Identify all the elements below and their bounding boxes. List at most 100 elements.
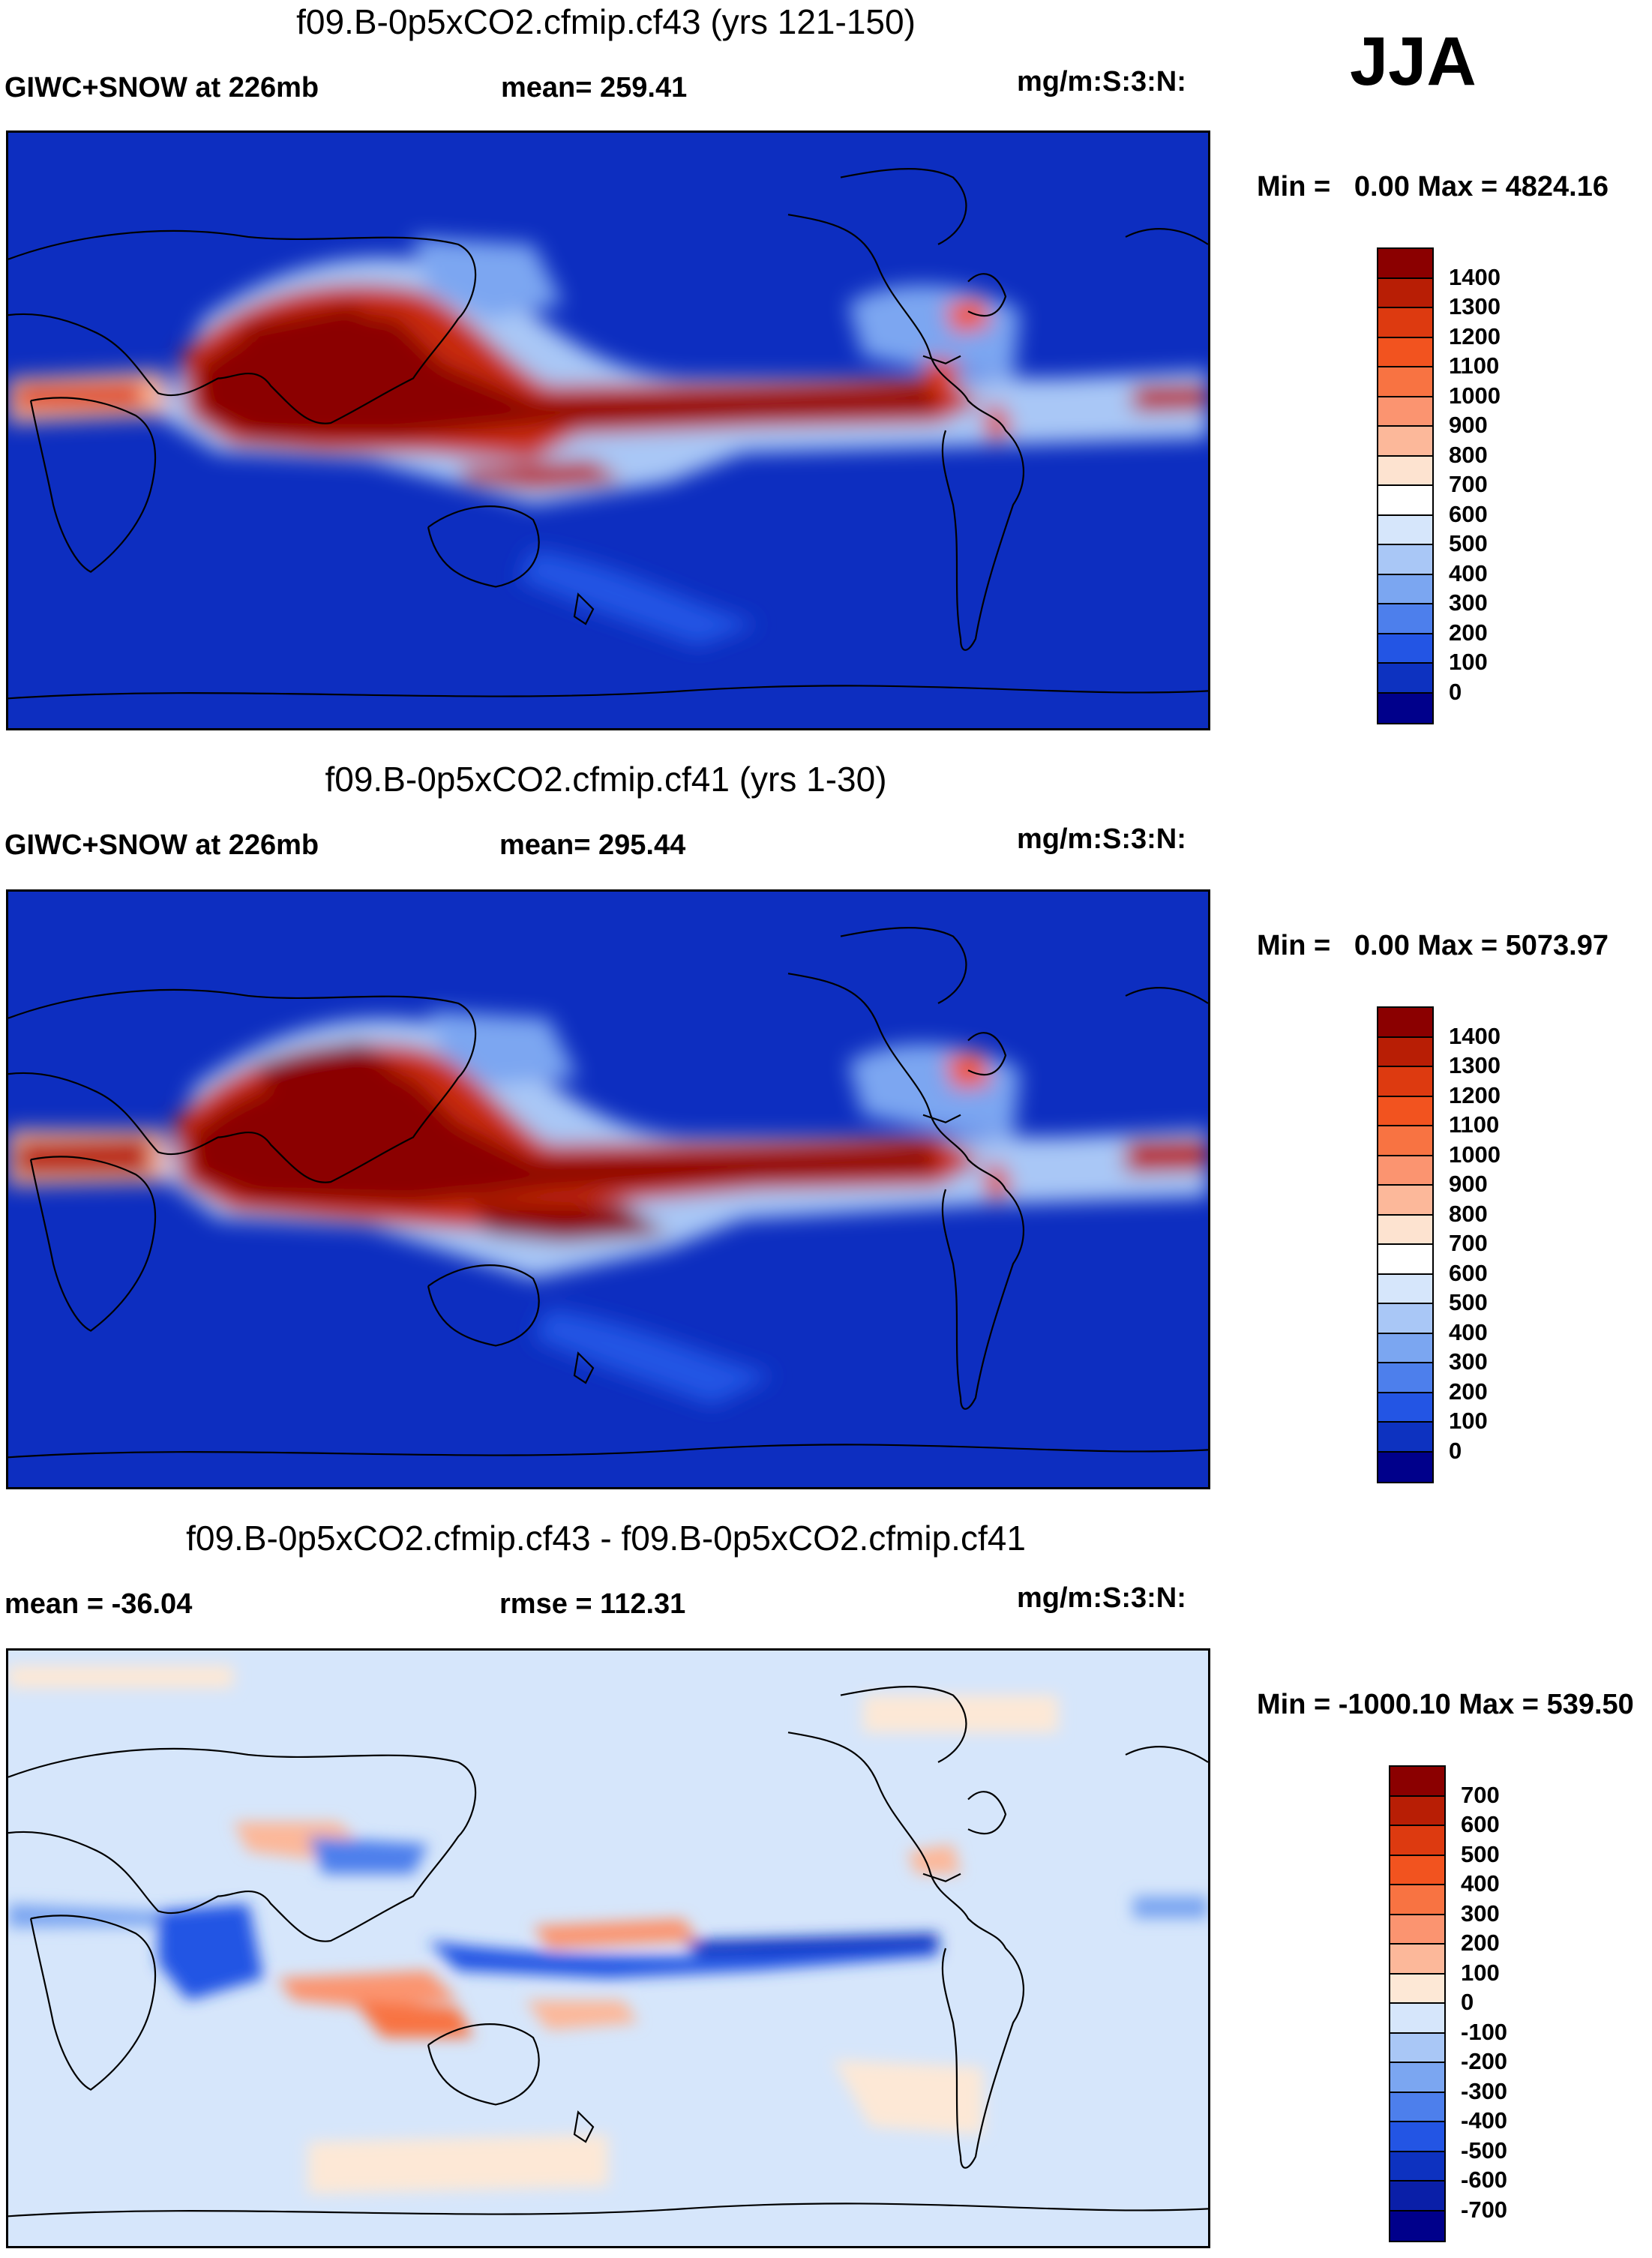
panel-3-max-label: Max = xyxy=(1459,1689,1539,1720)
panel-2-colorbar-segment xyxy=(1378,1333,1432,1363)
panel-3-min-label: Min = xyxy=(1257,1689,1331,1720)
panel-2-colorbar-segment xyxy=(1378,1186,1432,1216)
panel-2-colorbar-segment xyxy=(1378,1245,1432,1275)
panel-2-colorbar-segment xyxy=(1378,1126,1432,1156)
panel-1-colorbar-segment xyxy=(1378,397,1432,427)
panel-2-field xyxy=(8,1010,1208,1405)
panel-2-colorbar-segment xyxy=(1378,1156,1432,1186)
panel-3-colorbar-segment xyxy=(1390,2182,1444,2212)
panel-2-min-value: 0.00 xyxy=(1354,930,1410,961)
panel-3-colorbar-tick-label: -500 xyxy=(1461,2137,1508,2164)
panel-2-max-value: 5073.97 xyxy=(1505,930,1609,961)
panel-1-field xyxy=(8,236,1208,646)
panel-1-colorbar-segment xyxy=(1378,427,1432,457)
panel-3-minmax: Min = -1000.10 Max = 539.50 xyxy=(1257,1689,1634,1721)
panel-1-units-label: mg/m:S:3:N: xyxy=(1017,66,1186,97)
panel-1-colorbar-segment xyxy=(1378,367,1432,397)
panel-3-colorbar-segment xyxy=(1390,2122,1444,2152)
panel-3-max-value: 539.50 xyxy=(1546,1689,1634,1720)
panel-2-colorbar-segment xyxy=(1378,1096,1432,1126)
panel-3-colorbar-segment xyxy=(1390,2004,1444,2034)
panel-1-colorbar-segment xyxy=(1378,456,1432,486)
panel-3-map-graphic xyxy=(8,1651,1208,2246)
panel-1-colorbar-segment xyxy=(1378,486,1432,516)
panel-2-colorbar-segment xyxy=(1378,1363,1432,1393)
panel-1-colorbar-segment xyxy=(1378,545,1432,575)
panel-3-colorbar-segment xyxy=(1390,2063,1444,2093)
panel-1-map-graphic xyxy=(8,133,1208,728)
panel-2-colorbar-tick-label: 900 xyxy=(1449,1171,1488,1197)
panel-3-min-value: -1000.10 xyxy=(1338,1689,1451,1720)
panel-2-coastlines xyxy=(8,927,1208,1459)
panel-2-colorbar-tick-label: 700 xyxy=(1449,1230,1488,1256)
panel-2-colorbar-tick-label: 1400 xyxy=(1449,1022,1501,1049)
panel-3-colorbar-segment xyxy=(1390,1915,1444,1945)
panel-2-colorbar-segment xyxy=(1378,1452,1432,1482)
panel-1-coastlines xyxy=(8,168,1208,700)
panel-2-colorbar-tick-label: 500 xyxy=(1449,1289,1488,1315)
panel-3-colorbar-tick-label: -700 xyxy=(1461,2196,1508,2223)
panel-1-colorbar-tick-label: 200 xyxy=(1449,619,1488,646)
panel-1-colorbar-tick-label: 500 xyxy=(1449,530,1488,556)
panel-3-colorbar-segment xyxy=(1390,1885,1444,1915)
panel-1-colorbar-tick-label: 1400 xyxy=(1449,263,1501,290)
panel-1-colorbar-segment xyxy=(1378,308,1432,338)
panel-2-colorbar-tick-label: 300 xyxy=(1449,1348,1488,1375)
panel-1-colorbar-tick-label: 800 xyxy=(1449,441,1488,468)
panel-3-field xyxy=(8,1665,1208,2194)
panel-1-colorbar-segment xyxy=(1378,249,1432,279)
panel-3-colorbar-segment xyxy=(1390,1767,1444,1797)
panel-2-colorbar-segment xyxy=(1378,1393,1432,1423)
panel-3-colorbar-tick-label: 500 xyxy=(1461,1840,1500,1867)
panel-1-colorbar-tick-label: 400 xyxy=(1449,559,1488,586)
panel-2-colorbar-segment xyxy=(1378,1037,1432,1067)
panel-1-colorbar-segment xyxy=(1378,604,1432,634)
panel-2-map-graphic xyxy=(8,892,1208,1487)
panel-2-mean-label: mean= 295.44 xyxy=(499,829,686,861)
panel-1-colorbar-tick-label: 700 xyxy=(1449,471,1488,497)
panel-3-colorbar-tick-label: -100 xyxy=(1461,2018,1508,2045)
panel-3-colorbar-tick-label: -400 xyxy=(1461,2107,1508,2134)
panel-1-colorbar-segment xyxy=(1378,337,1432,367)
panel-3-colorbar-segment xyxy=(1390,2211,1444,2241)
panel-1-map xyxy=(6,130,1210,730)
panel-2-title: f09.B-0p5xCO2.cfmip.cf41 (yrs 1-30) xyxy=(325,760,887,799)
panel-1-colorbar-segment xyxy=(1378,634,1432,664)
panel-1-colorbar-tick-label: 0 xyxy=(1449,678,1462,705)
panel-1-colorbar-tick-label: 900 xyxy=(1449,412,1488,438)
panel-3-colorbar xyxy=(1389,1765,1446,2242)
panel-3-colorbar-segment xyxy=(1390,1826,1444,1856)
panel-2-colorbar-tick-label: 0 xyxy=(1449,1437,1462,1464)
panel-3-colorbar-tick-label: 300 xyxy=(1461,1900,1500,1927)
panel-2-colorbar-tick-label: 200 xyxy=(1449,1378,1488,1405)
panel-1-title: f09.B-0p5xCO2.cfmip.cf43 (yrs 121-150) xyxy=(296,2,916,41)
panel-2-colorbar-segment xyxy=(1378,1215,1432,1245)
panel-3-rmse-label: rmse = 112.31 xyxy=(499,1588,686,1620)
panel-2-colorbar xyxy=(1377,1006,1434,1483)
panel-3-colorbar-segment xyxy=(1390,1974,1444,2004)
panel-3-colorbar-tick-label: 400 xyxy=(1461,1870,1500,1897)
panel-3-colorbar-tick-label: 700 xyxy=(1461,1781,1500,1808)
panel-3-colorbar-tick-label: 0 xyxy=(1461,1989,1474,2015)
panel-1-colorbar xyxy=(1377,247,1434,724)
panel-1-colorbar-tick-label: 1300 xyxy=(1449,293,1501,319)
panel-2-colorbar-segment xyxy=(1378,1423,1432,1453)
panel-2-colorbar-tick-label: 1200 xyxy=(1449,1081,1501,1108)
panel-1-minmax: Min = 0.00 Max = 4824.16 xyxy=(1257,171,1609,203)
season-label: JJA xyxy=(1350,23,1477,100)
panel-1-colorbar-tick-label: 1200 xyxy=(1449,322,1501,349)
panel-1-mean-label: mean= 259.41 xyxy=(501,72,688,103)
panel-3-colorbar-segment xyxy=(1390,2092,1444,2122)
panel-2-min-label: Min = xyxy=(1257,930,1331,961)
panel-2-variable-label: GIWC+SNOW at 226mb xyxy=(4,829,319,861)
panel-2-colorbar-segment xyxy=(1378,1067,1432,1097)
panel-1-colorbar-segment xyxy=(1378,278,1432,308)
panel-3-colorbar-segment xyxy=(1390,2152,1444,2182)
panel-1-colorbar-segment xyxy=(1378,693,1432,723)
panel-2-colorbar-segment xyxy=(1378,1008,1432,1038)
panel-2-colorbar-tick-label: 800 xyxy=(1449,1200,1488,1227)
panel-1-max-value: 4824.16 xyxy=(1505,171,1609,202)
panel-1-colorbar-segment xyxy=(1378,664,1432,694)
panel-2-colorbar-tick-label: 1000 xyxy=(1449,1141,1501,1168)
panel-3-colorbar-tick-label: 200 xyxy=(1461,1930,1500,1956)
